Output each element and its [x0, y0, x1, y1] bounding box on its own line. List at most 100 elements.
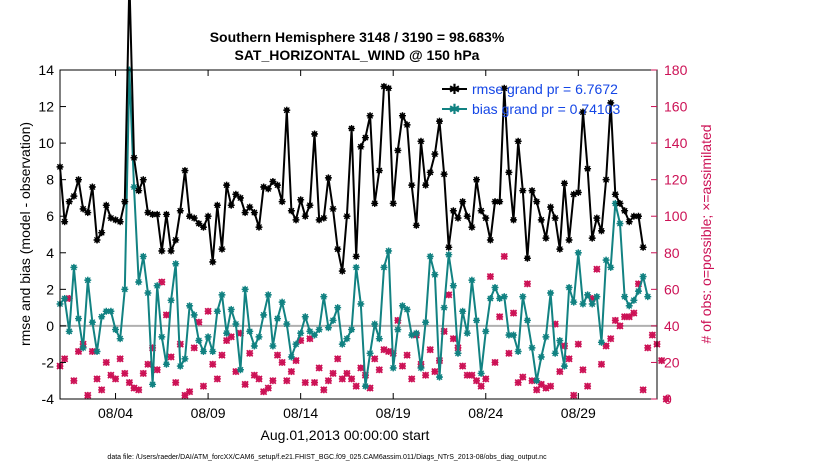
bias-point	[621, 293, 629, 301]
obs-possible-point	[464, 372, 471, 379]
rmse-point	[204, 212, 212, 220]
bias-point	[107, 307, 115, 315]
obs-possible-point	[158, 278, 165, 286]
bias-point	[144, 289, 152, 297]
rmse-point	[579, 108, 587, 116]
rmse-point	[213, 201, 221, 209]
obs-possible-point	[353, 383, 360, 390]
legend-rmse-label: rmse grand pr = 6.7672	[472, 81, 618, 97]
y-tick-label: 6	[46, 208, 54, 224]
bias-point	[112, 326, 120, 334]
rmse-point	[496, 198, 504, 206]
obs-possible-point	[265, 384, 272, 392]
rmse-point	[320, 214, 328, 222]
rmse-point	[343, 212, 351, 220]
bias-point	[597, 338, 605, 346]
rmse-point	[533, 198, 541, 206]
bias-point	[510, 331, 518, 339]
bias-point	[236, 366, 244, 374]
bias-point	[84, 276, 92, 284]
rmse-point	[84, 209, 92, 217]
obs-possible-point	[144, 361, 152, 368]
obs-possible-point	[427, 346, 434, 353]
bias-point	[380, 263, 388, 271]
obs-possible-point	[533, 386, 540, 393]
obs-possible-point	[167, 353, 175, 361]
bias-point	[176, 362, 184, 370]
rmse-point	[311, 130, 319, 138]
x-tick-label: 08/24	[468, 405, 503, 421]
legend-bias-label: bias grand pr = 0.74103	[472, 101, 620, 117]
obs-possible-point	[441, 328, 448, 335]
rmse-point	[473, 176, 481, 184]
obs-possible-point	[496, 313, 503, 320]
bias-point	[533, 377, 541, 385]
bias-point	[584, 291, 592, 299]
bias-point	[209, 347, 217, 355]
rmse-point	[301, 212, 309, 220]
rmse-point	[236, 194, 244, 202]
rmse-point	[505, 168, 513, 176]
legend: ✱ rmse grand pr = 6.7672 ✱ bias grand pr…	[442, 81, 620, 117]
obs-possible-point	[408, 375, 415, 382]
obs-possible-point	[292, 357, 300, 364]
rmse-point	[375, 167, 383, 175]
bias-point	[463, 329, 471, 337]
bias-point	[482, 327, 490, 335]
obs-possible-point	[376, 366, 383, 373]
rmse-point	[324, 174, 332, 182]
rmse-point	[565, 236, 573, 244]
bias-point	[630, 296, 638, 304]
rmse-point	[172, 236, 180, 244]
obs-possible-point	[117, 355, 124, 362]
bias-point	[574, 249, 582, 257]
bias-point	[181, 355, 189, 363]
bias-point	[287, 353, 295, 361]
rmse-point	[394, 146, 402, 154]
obs-possible-point	[84, 392, 91, 399]
obs-possible-point	[630, 309, 637, 317]
obs-possible-point	[302, 379, 309, 386]
obs-possible-point	[644, 344, 651, 351]
bias-point	[449, 282, 457, 290]
rmse-point	[597, 227, 605, 235]
bias-point	[65, 327, 73, 335]
obs-possible-point	[473, 377, 480, 384]
obs-possible-point	[468, 372, 475, 379]
y2-tick-label: 20	[664, 354, 680, 370]
bias-point	[292, 340, 300, 348]
bias-point	[135, 278, 143, 286]
y-axis-label: rmse and bias (model - observation)	[17, 122, 33, 346]
rmse-point	[528, 187, 536, 195]
rmse-point	[218, 245, 226, 253]
obs-possible-point	[343, 370, 351, 377]
y-tick-label: 12	[38, 99, 54, 115]
rmse-point	[556, 245, 564, 253]
y2-tick-label: 60	[664, 281, 680, 297]
obs-possible-point	[288, 368, 295, 375]
bias-point	[570, 298, 578, 306]
obs-possible-point	[575, 341, 582, 348]
bias-point	[375, 335, 383, 343]
bias-point	[213, 307, 221, 315]
y-tick-label: 2	[46, 281, 54, 297]
rmse-point	[297, 196, 305, 204]
rmse-point	[440, 170, 448, 178]
bias-point	[223, 329, 231, 337]
bias-point	[588, 300, 596, 308]
obs-possible-point	[510, 309, 517, 317]
rmse-point	[445, 243, 453, 251]
y2-tick-label: 120	[664, 172, 688, 188]
rmse-point	[547, 203, 555, 211]
bias-point	[102, 307, 110, 315]
obs-possible-point	[491, 359, 499, 366]
rmse-point	[278, 198, 286, 206]
chart-title: Southern Hemisphere 3148 / 3190 = 98.683…	[210, 29, 505, 45]
bias-point	[523, 316, 531, 324]
rmse-point	[616, 199, 624, 207]
rmse-point	[611, 190, 619, 198]
rmse-point	[459, 198, 467, 206]
obs-possible-point	[251, 372, 258, 379]
plot-frame	[59, 69, 658, 400]
obs-possible-point	[538, 381, 545, 388]
